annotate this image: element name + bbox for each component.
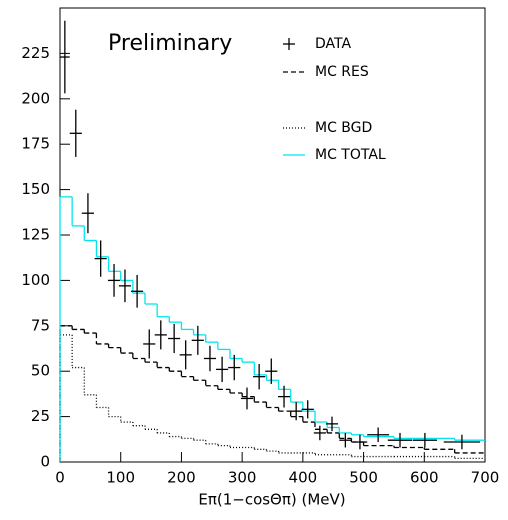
y-tick-label: 50 [31, 362, 50, 380]
y-tick-label: 75 [31, 316, 50, 334]
y-tick-label: 100 [21, 271, 50, 289]
y-tick-label: 200 [21, 89, 50, 107]
legend-label: MC BGD [315, 120, 372, 136]
x-tick-label: 600 [410, 469, 439, 487]
x-tick-label: 100 [106, 469, 135, 487]
y-tick-label: 225 [21, 44, 50, 62]
y-tick-label: 125 [21, 226, 50, 244]
x-tick-label: 200 [167, 469, 196, 487]
legend-label: MC RES [315, 64, 369, 80]
x-tick-label: 700 [471, 469, 500, 487]
y-tick-label: 150 [21, 180, 50, 198]
x-tick-label: 500 [349, 469, 378, 487]
x-tick-label: 400 [289, 469, 318, 487]
legend-label: DATA [315, 36, 351, 52]
legend-label: MC TOTAL [315, 147, 386, 163]
x-axis-label: Eπ(1−cosΘπ) (MeV) [198, 491, 345, 509]
x-tick-label: 300 [228, 469, 257, 487]
annotation: Preliminary [108, 31, 232, 56]
x-tick-label: 0 [55, 469, 65, 487]
plot-frame [59, 7, 486, 463]
y-tick-label: 175 [21, 135, 50, 153]
y-tick-label: 25 [31, 407, 50, 425]
y-tick-label: 0 [40, 453, 50, 471]
